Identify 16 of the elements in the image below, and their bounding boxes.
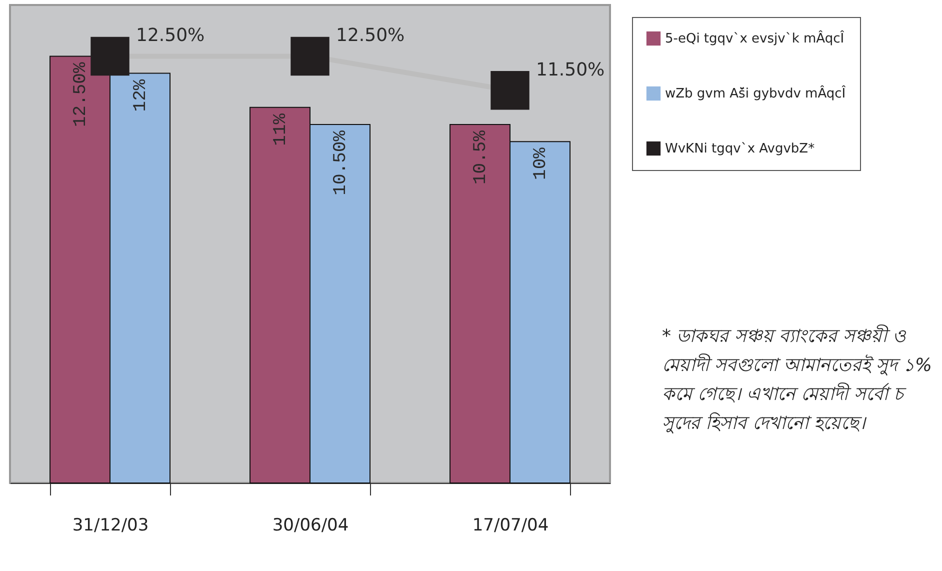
x-tick-label: 31/12/03 (72, 516, 149, 536)
data-label: 12% (131, 79, 151, 112)
data-label: 11.50% (536, 59, 605, 80)
x-tick-label: 30/06/04 (272, 516, 349, 536)
data-label: 10% (531, 147, 551, 180)
legend-label: wZb gvm Aš̄i gybvdv mÂqcÎ (665, 84, 846, 102)
legend-label: WvKNi tgqv`x AvgvbZ* (665, 142, 816, 156)
data-label: 12.50% (71, 62, 91, 128)
data-label: 12.50% (336, 25, 405, 46)
data-label: 10.5% (471, 130, 491, 185)
data-label: 10.50% (331, 130, 351, 196)
data-label: 12.50% (136, 25, 205, 46)
legend-label: 5-eQi tgqv`x evsjv`k mÂqcÎ (665, 30, 844, 46)
x-tick-label: 17/07/04 (472, 516, 549, 536)
data-label: 11% (271, 113, 291, 146)
text: * ডাকঘর সঞ্চয় ব্যাংকের সঞ্চয়ী ও মেয়াদী সবগুলো আমানতেরই সুদ ১% কমে গেছে। এখানে মেয়াদী সর্বো চ সুদের হিসাব দেখানো হয়েছে। (662, 324, 933, 436)
